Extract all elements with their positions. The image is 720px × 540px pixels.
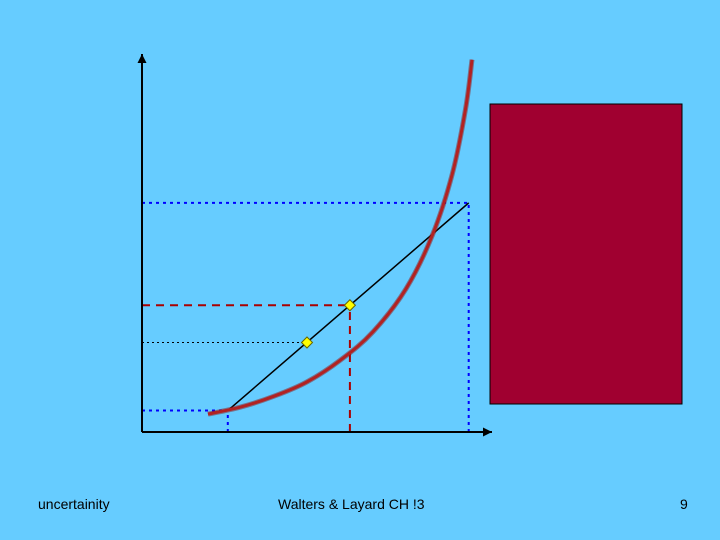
x-axis-arrow-icon [483, 428, 492, 437]
vignette-box [490, 104, 682, 404]
footer-page-number: 9 [680, 496, 688, 512]
y-axis-arrow-icon [138, 54, 147, 63]
chart-canvas [0, 0, 720, 540]
footer-center-label: Walters & Layard CH !3 [278, 496, 425, 512]
utility-curve [208, 60, 472, 414]
footer-left-label: uncertainity [38, 496, 110, 512]
slide-page: uncertainity Walters & Layard CH !3 9 [0, 0, 720, 540]
